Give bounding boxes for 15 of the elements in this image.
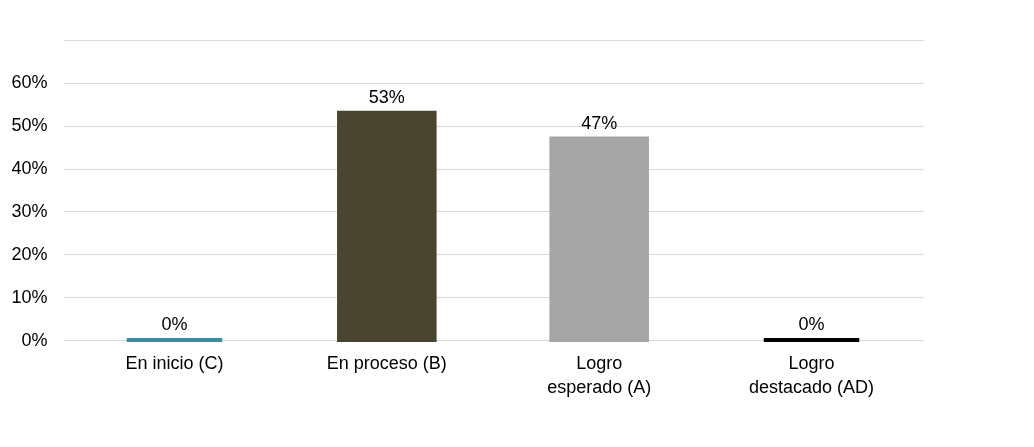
data-label: 53% <box>368 86 405 107</box>
y-tick-label: 50% <box>11 115 48 136</box>
y-tick-label: 30% <box>11 200 48 221</box>
data-label: 0% <box>798 314 825 334</box>
x-tick-label: Logro esperado (A) <box>547 352 652 397</box>
y-tick-label: 40% <box>11 158 48 179</box>
y-tick-label: 60% <box>11 72 48 93</box>
x-tick-label: Logro destacado (AD) <box>748 352 875 397</box>
y-tick-label: 0% <box>21 329 48 350</box>
y-tick-label: 10% <box>11 286 48 307</box>
x-tick-label: En proceso (B) <box>326 352 447 373</box>
y-tick-label: 20% <box>11 243 48 264</box>
data-label: 0% <box>161 314 188 334</box>
x-tick-label: En inicio (C) <box>125 352 224 373</box>
data-label: 47% <box>581 112 618 133</box>
